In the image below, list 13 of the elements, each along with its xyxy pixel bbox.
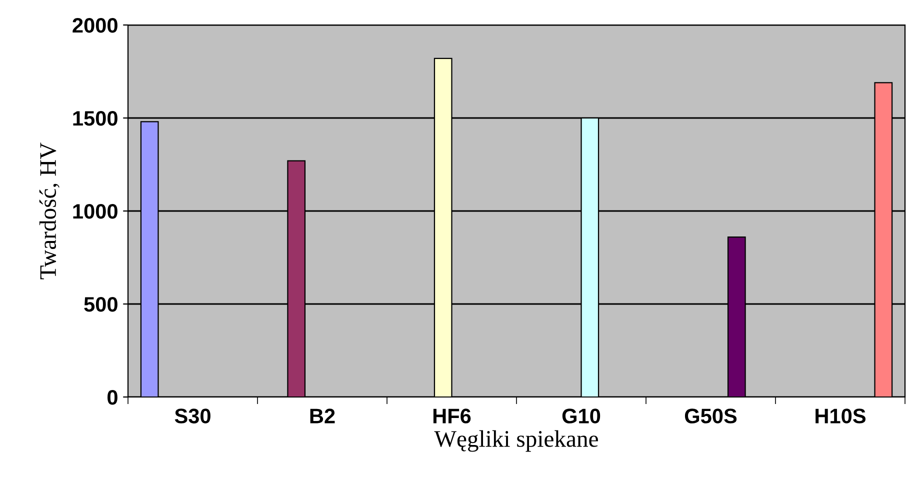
y-tick-label: 500 <box>84 297 118 312</box>
y-tick-label: 2000 <box>72 18 118 33</box>
x-tick-label: G50S <box>684 408 737 424</box>
y-axis-title: Twardość, HV <box>39 142 60 280</box>
x-tick-label: S30 <box>174 408 210 424</box>
y-tick-label: 1000 <box>73 204 118 219</box>
x-tick-label: B2 <box>310 408 335 424</box>
x-tick-label: HF6 <box>433 408 471 424</box>
x-tick-label: H10S <box>816 408 866 424</box>
y-tick-label: 1500 <box>73 111 118 126</box>
x-tick-label: G10 <box>562 408 600 424</box>
y-tick-label: 0 <box>108 390 118 405</box>
x-axis-title: Węgliki spiekane <box>434 430 598 452</box>
